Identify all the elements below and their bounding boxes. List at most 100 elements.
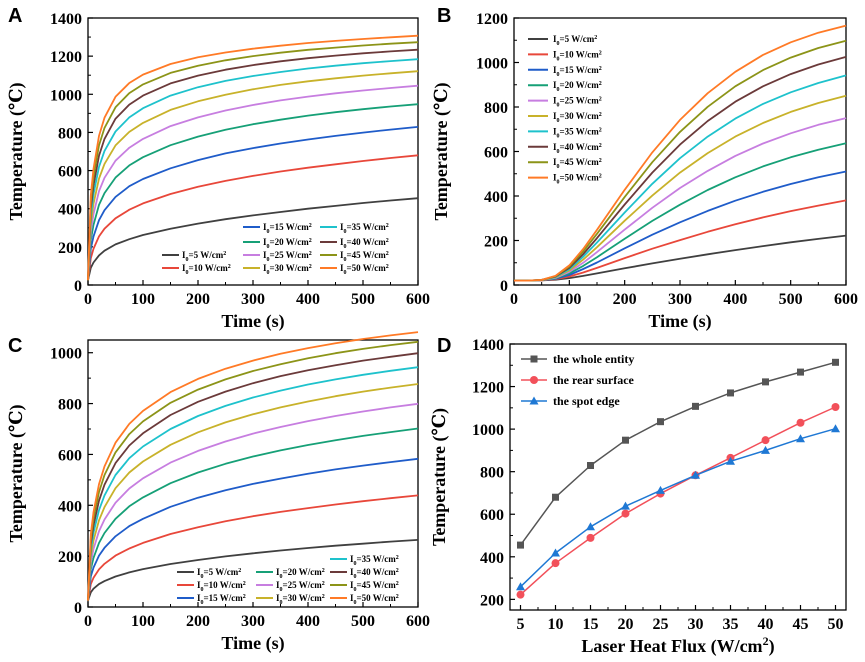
data-point: [726, 456, 735, 465]
y-tick-label: 600: [58, 164, 82, 181]
legend-label: I0=25 W/cm2: [263, 250, 312, 263]
plot-area: 0 100 200 300 400 500 600 0 200 400 600 800 1000: [50, 331, 430, 630]
legend-label: I0=10 W/cm2: [197, 580, 246, 593]
data-point: [551, 548, 560, 557]
y-axis-label: Temperature (℃): [429, 408, 450, 546]
x-tick-label: 500: [351, 291, 375, 308]
plot-area: 0 100 200 300 400 500 600 0 200 400 600 800 1000 1200…: [50, 11, 430, 308]
legend-label: the rear surface: [553, 373, 635, 387]
legend-marker: [529, 396, 539, 405]
series-line: [519, 427, 836, 588]
legend-label: I0=45 W/cm2: [340, 250, 389, 263]
x-tick-label: 5: [517, 616, 525, 633]
series-line: [87, 126, 419, 281]
series-line: [519, 406, 836, 596]
data-point: [727, 389, 734, 397]
data-point: [586, 533, 595, 542]
panel-a: 0 100 200 300 400 500 600 0 200 400 600 800 1000 1200…: [6, 5, 430, 332]
data-point: [761, 436, 770, 445]
x-tick-label: 100: [131, 291, 155, 308]
legend-label: I0=5 W/cm2: [553, 34, 597, 47]
x-tick-label: 400: [723, 291, 747, 308]
legend-marker: [530, 355, 538, 363]
data-point: [552, 493, 559, 501]
data-point: [691, 470, 700, 479]
series-line: [519, 361, 836, 546]
series-line: [87, 48, 419, 281]
x-tick-label: 50: [828, 616, 844, 633]
legend-label: I0=10 W/cm2: [182, 263, 231, 276]
x-tick-label: 0: [84, 613, 92, 630]
data-point: [796, 418, 805, 427]
legend-label: I0=50 W/cm2: [350, 593, 399, 606]
x-tick-label: 200: [186, 291, 210, 308]
legend-marker: [530, 376, 538, 384]
legend-label: I0=20 W/cm2: [263, 237, 312, 250]
legend-label: the whole entity: [553, 352, 634, 366]
data-point: [516, 590, 525, 599]
y-tick-label: 0: [500, 278, 508, 295]
data-point: [831, 402, 840, 411]
panel-label: B: [437, 5, 451, 27]
panel-c: 0 100 200 300 400 500 600 0 200 400 600 800 1000 Time…: [6, 331, 430, 654]
data-point: [622, 436, 629, 444]
y-tick-label: 1000: [50, 346, 82, 363]
x-tick-label: 400: [296, 291, 320, 308]
x-tick-label: 45: [793, 616, 809, 633]
y-tick-label: 0: [74, 278, 82, 295]
legend-label: I0=20 W/cm2: [553, 80, 602, 93]
y-tick-label: 400: [58, 202, 82, 219]
x-tick-label: 300: [241, 613, 265, 630]
series-line: [87, 58, 419, 281]
legend-label: I0=30 W/cm2: [263, 263, 312, 276]
series-line: [87, 402, 419, 601]
y-tick-label: 800: [58, 397, 82, 414]
legend-label: I0=15 W/cm2: [553, 65, 602, 78]
legend-label: I0=25 W/cm2: [553, 96, 602, 109]
x-tick-label: 600: [406, 613, 430, 630]
y-tick-label: 400: [480, 550, 504, 567]
x-tick-label: 100: [557, 291, 581, 308]
series-line: [87, 340, 419, 601]
y-tick-label: 1400: [50, 11, 82, 28]
y-tick-label: 800: [58, 125, 82, 142]
plot-area: 0 100 200 300 400 500 600 0 200 400 600 800 1000 1200: [476, 11, 858, 308]
legend-label: I0=45 W/cm2: [553, 157, 602, 170]
legend-label: I0=30 W/cm2: [553, 111, 602, 124]
y-tick-label: 800: [480, 465, 504, 482]
x-tick-label: 400: [296, 613, 320, 630]
data-point: [656, 485, 665, 494]
legend-label: I0=35 W/cm2: [350, 554, 399, 567]
data-point: [831, 424, 840, 433]
legend: I0=15 W/cm2 I0=35 W/cm2 I0=20 W/cm2 I0=40 W…: [162, 222, 389, 276]
legend-label: I0=40 W/cm2: [350, 567, 399, 580]
data-point: [587, 462, 594, 470]
legend-label: I0=20 W/cm2: [276, 567, 325, 580]
x-tick-label: 500: [351, 613, 375, 630]
legend-label: the spot edge: [553, 394, 620, 408]
x-tick-label: 25: [653, 616, 669, 633]
y-tick-label: 800: [484, 100, 508, 117]
x-tick-label: 10: [548, 616, 564, 633]
y-axis-label: Temperature (℃): [6, 82, 27, 220]
series-line: [87, 383, 419, 601]
y-tick-label: 1200: [476, 11, 508, 28]
y-tick-label: 200: [480, 592, 504, 609]
data-point: [621, 501, 630, 510]
x-tick-label: 0: [510, 291, 518, 308]
series-line: [87, 34, 419, 281]
x-axis-label: Time (s): [221, 311, 284, 332]
legend-label: I0=35 W/cm2: [340, 222, 389, 235]
y-tick-label: 1200: [472, 380, 504, 397]
y-tick-label: 600: [480, 507, 504, 524]
y-axis-label: Temperature (℃): [6, 404, 27, 542]
panel-label: A: [8, 5, 22, 27]
y-tick-label: 200: [58, 240, 82, 257]
x-axis-label: Time (s): [221, 633, 284, 654]
y-tick-label: 0: [74, 600, 82, 617]
x-tick-label: 300: [668, 291, 692, 308]
y-tick-label: 200: [484, 234, 508, 251]
series-line: [87, 494, 419, 601]
data-point: [762, 378, 769, 386]
